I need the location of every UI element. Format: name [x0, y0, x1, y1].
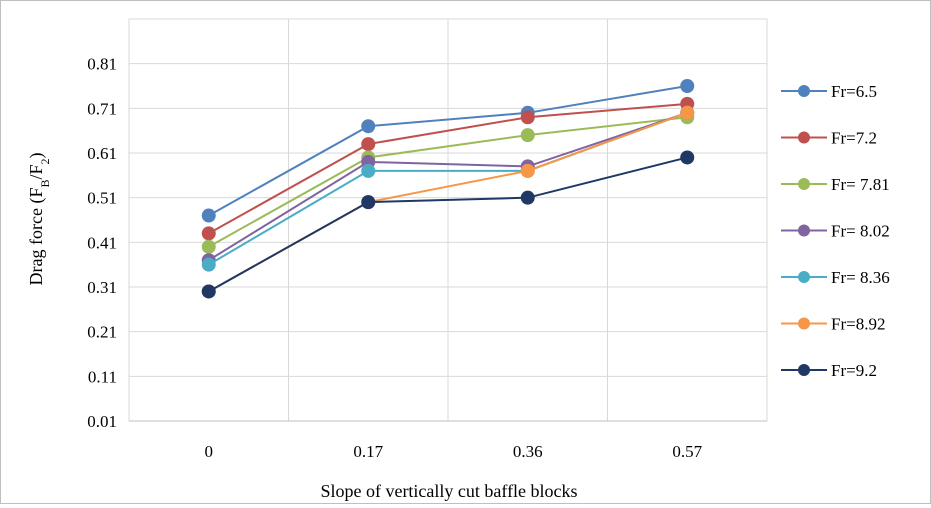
y-tick-label: 0.11	[88, 367, 117, 386]
series-group	[201, 79, 695, 299]
series	[201, 150, 695, 299]
series-line	[208, 156, 688, 293]
y-tick-label: 0.61	[87, 144, 117, 163]
data-point	[361, 119, 376, 134]
legend-swatch-marker	[798, 85, 810, 97]
legend-label: Fr= 8.02	[831, 222, 890, 241]
legend-item: Fr= 7.81	[781, 175, 890, 194]
data-point	[201, 226, 216, 241]
legend-label: Fr=7.2	[831, 129, 877, 148]
legend-swatch-marker	[798, 271, 810, 283]
x-axis-label: Slope of vertically cut baffle blocks	[320, 481, 577, 501]
data-point	[520, 128, 535, 143]
legend: Fr=6.5 Fr=7.2 Fr= 7.81 Fr= 8.02 Fr= 8.36 Fr=8…	[781, 82, 890, 380]
x-tick-label: 0.17	[353, 442, 383, 461]
data-point	[520, 190, 535, 205]
y-axis-label-mid: /F	[26, 165, 46, 180]
data-point	[201, 284, 216, 299]
x-tick-labels: 0 0.17 0.36 0.57	[205, 442, 703, 461]
y-tick-label: 0.31	[87, 278, 117, 297]
y-axis-label: Drag force (FB/F2)	[26, 153, 52, 286]
legend-item: Fr= 8.02	[781, 222, 890, 241]
legend-swatch-marker	[798, 131, 810, 144]
legend-item: Fr= 8.36	[781, 268, 890, 287]
legend-item: Fr=7.2	[781, 129, 877, 148]
series-line	[208, 102, 688, 235]
legend-label: Fr=8.92	[831, 315, 885, 334]
series-line	[208, 111, 688, 262]
legend-item: Fr=9.2	[781, 361, 877, 380]
data-point	[361, 163, 376, 178]
series-line	[208, 85, 688, 217]
x-tick-label: 0.36	[513, 442, 543, 461]
legend-item: Fr=6.5	[781, 82, 877, 101]
data-point	[520, 163, 535, 178]
legend-label: Fr= 8.36	[831, 268, 890, 287]
legend-swatch-marker	[798, 178, 810, 190]
y-tick-label: 0.41	[87, 233, 117, 252]
y-tick-label: 0.51	[87, 189, 117, 208]
legend-swatch-marker	[798, 364, 810, 376]
data-point	[520, 110, 535, 125]
data-point	[680, 105, 695, 120]
y-axis-label-sub2: 2	[38, 159, 52, 165]
legend-label: Fr= 7.81	[831, 175, 890, 194]
data-point	[680, 150, 695, 165]
x-tick-label: 0.57	[672, 442, 702, 461]
y-tick-labels: 0.01 0.11 0.21 0.31 0.41 0.51 0.61 0.71 0.81	[87, 55, 117, 431]
y-axis-label-main: Drag force (F	[26, 188, 47, 286]
data-point	[201, 257, 216, 272]
legend-label: Fr=6.5	[831, 82, 877, 101]
series-line	[208, 116, 688, 248]
legend-label: Fr=9.2	[831, 361, 877, 380]
grid-lines	[128, 18, 768, 422]
legend-item: Fr=8.92	[781, 315, 885, 334]
data-point	[361, 137, 376, 152]
y-tick-label: 0.71	[87, 99, 117, 118]
y-axis-label-sub1: B	[38, 180, 52, 188]
y-tick-label: 0.21	[87, 323, 117, 342]
legend-swatch-marker	[798, 317, 810, 330]
x-tick-label: 0	[205, 442, 214, 461]
data-point	[201, 208, 216, 223]
data-point	[680, 79, 695, 93]
y-tick-label: 0.81	[87, 55, 117, 74]
data-point	[201, 239, 216, 254]
y-tick-label: 0.01	[87, 412, 117, 431]
legend-swatch-marker	[798, 224, 810, 237]
data-point	[361, 195, 376, 210]
y-axis-label-end: )	[26, 153, 47, 159]
